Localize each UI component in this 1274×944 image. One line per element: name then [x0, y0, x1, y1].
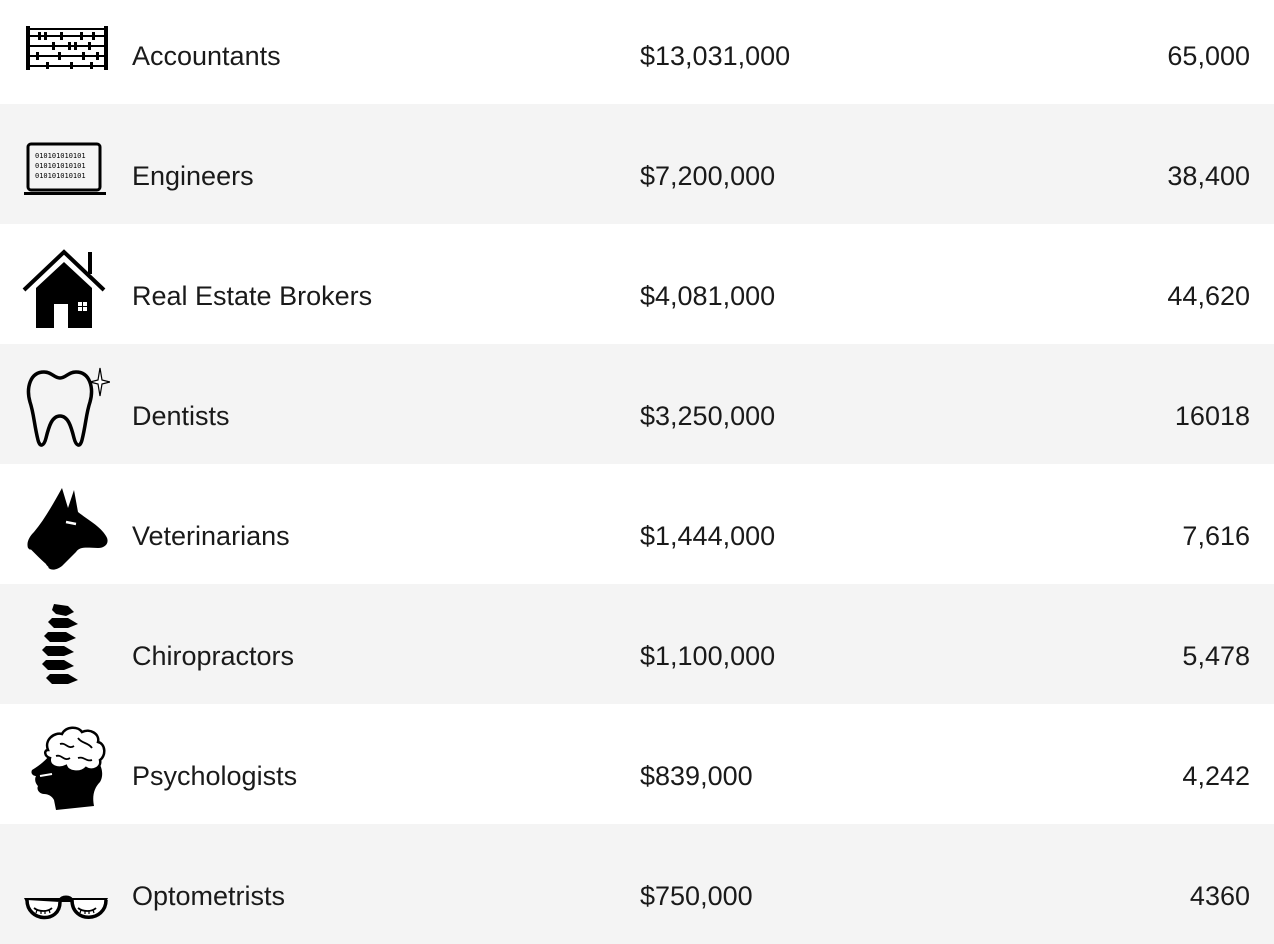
occupation-count: 4,242: [1182, 761, 1250, 791]
dog-head-icon: [22, 482, 110, 570]
svg-text:010101010101: 010101010101: [35, 152, 86, 160]
table-row: Real Estate Brokers $4,081,000 44,620: [0, 224, 1274, 344]
occupation-name: Veterinarians: [132, 521, 290, 551]
occupation-amount: $4,081,000: [640, 281, 776, 311]
occupation-name: Real Estate Brokers: [132, 281, 373, 311]
occupation-amount: $839,000: [640, 761, 753, 791]
laptop-binary-icon: 010101010101 010101010101 010101010101: [22, 122, 110, 210]
tooth-icon: [22, 362, 110, 450]
occupation-amount: $7,200,000: [640, 161, 776, 191]
occupation-name: Engineers: [132, 161, 254, 191]
table-row: Dentists $3,250,000 16018: [0, 344, 1274, 464]
table-row: Veterinarians $1,444,000 7,616: [0, 464, 1274, 584]
occupation-name: Dentists: [132, 401, 230, 431]
spine-icon: [22, 602, 110, 690]
occupation-amount: $750,000: [640, 881, 753, 911]
abacus-icon: [22, 2, 110, 90]
occupation-amount: $13,031,000: [640, 41, 791, 71]
occupation-name: Accountants: [132, 41, 281, 71]
svg-text:010101010101: 010101010101: [35, 172, 86, 180]
occupation-count: 44,620: [1167, 281, 1250, 311]
occupation-count: 7,616: [1182, 521, 1250, 551]
house-icon: [22, 242, 110, 330]
table-row: Chiropractors $1,100,000 5,478: [0, 584, 1274, 704]
occupation-name: Chiropractors: [132, 641, 295, 671]
table-row: 010101010101 010101010101 010101010101 E…: [0, 104, 1274, 224]
occupation-count: 5,478: [1182, 641, 1250, 671]
head-brain-icon: [22, 722, 110, 810]
occupation-amount: $1,100,000: [640, 641, 776, 671]
occupation-name: Optometrists: [132, 881, 286, 911]
occupation-amount: $3,250,000: [640, 401, 776, 431]
table-row: Optometrists $750,000 4360: [0, 824, 1274, 944]
occupation-count: 16018: [1174, 401, 1250, 431]
glasses-icon: [22, 842, 110, 930]
svg-text:010101010101: 010101010101: [35, 162, 86, 170]
table-row: Accountants $13,031,000 65,000: [0, 0, 1274, 104]
occupation-name: Psychologists: [132, 761, 298, 791]
occupation-count: 4360: [1189, 881, 1250, 911]
table-row: Psychologists $839,000 4,242: [0, 704, 1274, 824]
occupation-amount: $1,444,000: [640, 521, 776, 551]
occupation-count: 65,000: [1167, 41, 1250, 71]
occupation-count: 38,400: [1167, 161, 1250, 191]
